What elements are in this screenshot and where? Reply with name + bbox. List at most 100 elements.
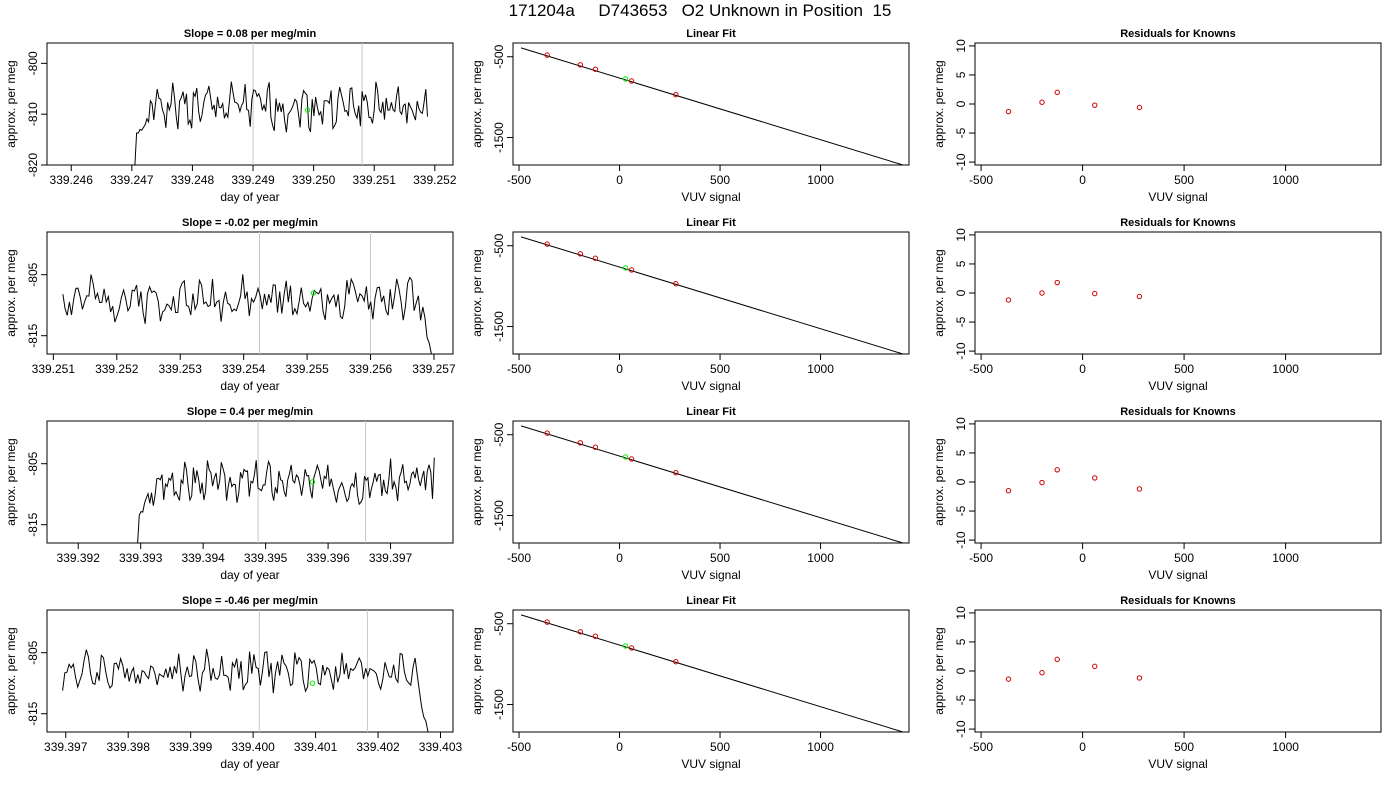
y-tick-label: -500 [492,611,506,635]
panel-title: Linear Fit [686,595,736,607]
panel-title: Residuals for Knowns [1120,406,1236,418]
y-tick-label: 10 [954,228,968,242]
x-tick-label: 339.251 [353,173,397,187]
plot-frame [46,420,454,544]
known-point [577,629,584,635]
x-axis-label: VUV signal [1148,568,1207,582]
y-axis-label: approx. per meg [4,627,18,714]
y-axis-label: approx. per meg [470,60,484,147]
known-point [1092,290,1098,297]
x-tick-label: -500 [969,740,993,754]
y-tick-label: -5 [954,316,968,327]
x-tick-label: 339.253 [159,362,203,376]
y-tick-label: -805 [26,451,40,475]
unknown-point [622,454,629,460]
known-point [577,251,584,257]
x-tick-label: 339.401 [294,740,338,754]
unknown-point [622,643,629,649]
x-tick-label: 339.397 [369,551,413,565]
x-tick-label: 1000 [1272,173,1299,187]
panel-r1-c1: Linear Fit VUV signal approx. per meg -500 0… [470,217,910,393]
x-tick-label: 500 [1174,173,1194,187]
x-tick-label: 339.256 [349,362,393,376]
known-point [1005,297,1012,303]
plot-frame [974,420,1382,544]
known-point [1092,102,1098,108]
known-point [1054,656,1060,663]
y-tick-label: -810 [26,102,40,126]
known-point [1039,290,1045,296]
y-tick-label: -800 [26,51,40,75]
known-point [1136,675,1143,681]
y-tick-label: 5 [954,71,968,78]
x-tick-label: 339.251 [32,362,76,376]
y-tick-label: -1500 [492,311,506,342]
plot-frame [46,231,454,355]
x-tick-label: 339.250 [292,173,336,187]
panel-r0-c1: Linear Fit VUV signal approx. per meg -500 0… [470,28,910,204]
x-tick-label: 0 [616,173,623,187]
plot-frame [512,420,910,544]
y-tick-label: 5 [954,638,968,645]
y-tick-label: 0 [954,100,968,107]
x-tick-label: 1000 [1272,551,1299,565]
x-axis-label: day of year [220,568,279,582]
x-tick-label: 339.249 [231,173,275,187]
x-tick-label: -500 [507,173,531,187]
y-tick-label: -815 [26,323,40,347]
x-tick-label: 339.246 [50,173,94,187]
known-point [1136,486,1143,492]
panel-r2-c2: Residuals for Knowns VUV signal approx. pe… [932,406,1382,582]
known-point [544,619,550,625]
y-axis-label: approx. per meg [470,249,484,336]
x-tick-label: 339.402 [356,740,400,754]
x-tick-label: 500 [1174,740,1194,754]
known-point [628,78,635,84]
known-point [1136,293,1143,300]
y-tick-label: -10 [954,531,968,549]
unknown-point [622,265,629,271]
x-tick-label: 339.394 [181,551,225,565]
y-tick-label: 0 [954,289,968,296]
plot-frame [974,609,1382,733]
known-point [577,440,584,446]
unknown-marker [309,479,316,485]
y-tick-label: -5 [954,694,968,705]
x-axis-label: VUV signal [1148,190,1207,204]
known-point [673,281,679,287]
known-point [544,241,550,247]
y-axis-label: approx. per meg [470,627,484,714]
x-axis-label: day of year [220,379,279,393]
x-tick-label: 339.403 [419,740,463,754]
y-tick-label: 0 [954,667,968,674]
x-tick-label: 339.254 [222,362,266,376]
x-tick-label: 1000 [807,551,834,565]
known-point [1005,676,1012,682]
known-point [544,430,550,436]
y-tick-label: -500 [492,44,506,68]
x-tick-label: 500 [710,740,730,754]
y-tick-label: -1500 [492,122,506,153]
page-title: 171204a D743653 O2 Unknown in Position 1… [508,1,892,20]
panel-title: Residuals for Knowns [1120,595,1236,607]
y-tick-label: -500 [492,233,506,257]
plot-frame [974,42,1382,166]
y-tick-label: -5 [954,127,968,138]
x-axis-label: day of year [220,190,279,204]
fit-line [520,47,904,166]
known-point [1005,108,1012,115]
panel-title: Slope = -0.02 per meg/min [182,217,318,229]
known-point [1039,670,1045,676]
known-point [544,52,550,58]
data-trace [134,81,428,166]
x-tick-label: 0 [1079,362,1086,376]
x-axis-label: VUV signal [1148,757,1207,771]
x-tick-label: 500 [1174,551,1194,565]
y-tick-label: -815 [26,701,40,725]
unknown-marker [310,290,317,296]
x-tick-label: -500 [507,551,531,565]
x-tick-label: 339.397 [44,740,88,754]
y-tick-label: -820 [26,153,40,177]
x-tick-label: 0 [616,740,623,754]
unknown-marker [309,680,316,686]
